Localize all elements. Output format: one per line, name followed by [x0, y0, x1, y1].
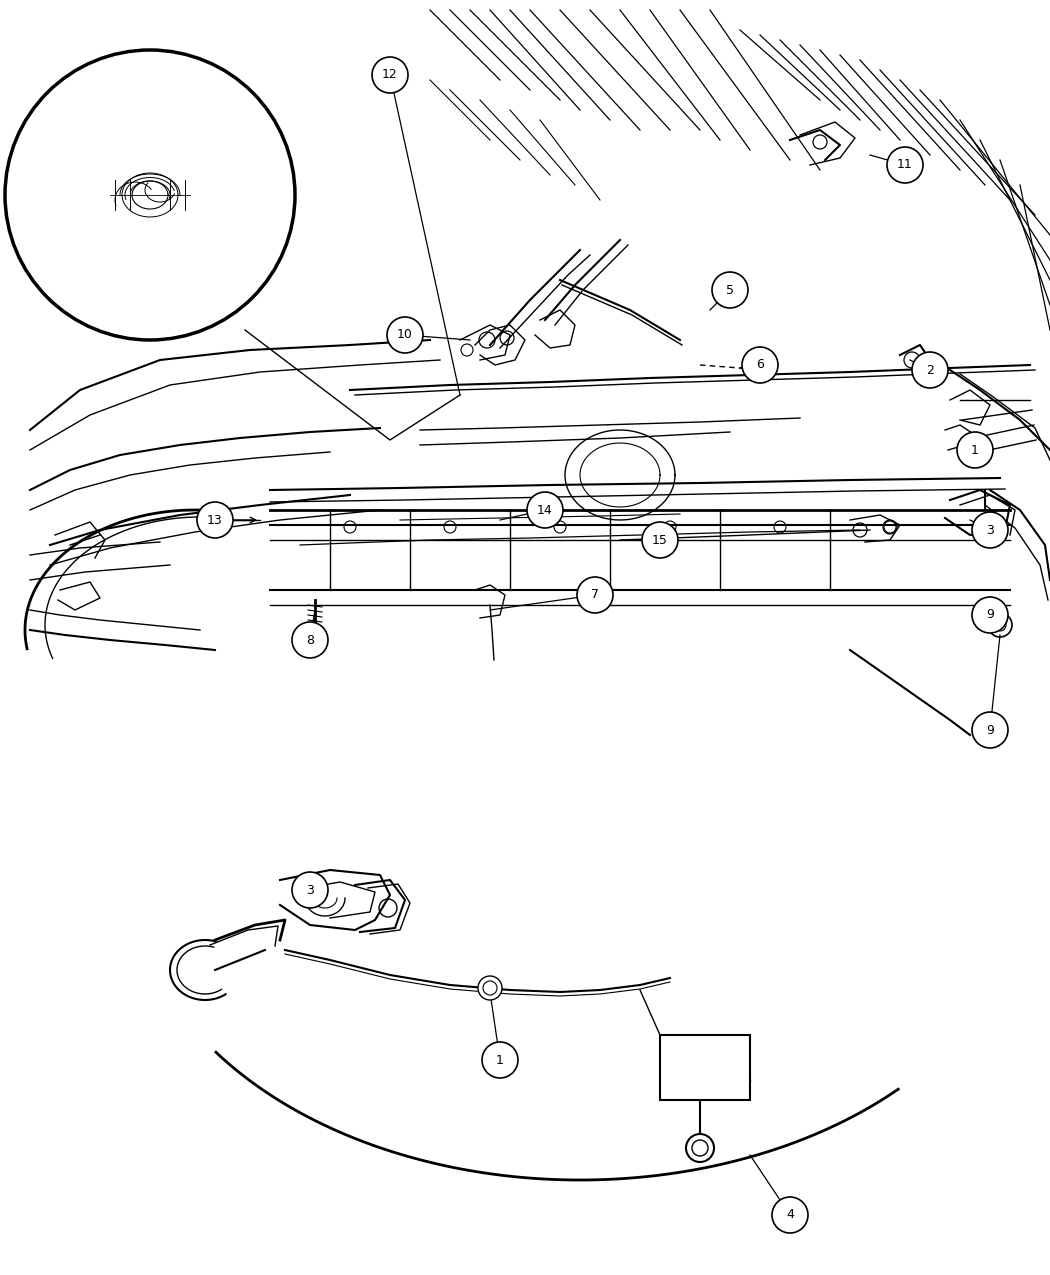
- Circle shape: [712, 272, 748, 309]
- Text: 12: 12: [382, 69, 398, 82]
- Circle shape: [5, 50, 295, 340]
- Text: 9: 9: [986, 608, 994, 621]
- Text: 10: 10: [397, 329, 413, 342]
- Circle shape: [478, 975, 502, 1000]
- Circle shape: [772, 1197, 808, 1233]
- Circle shape: [972, 513, 1008, 548]
- Circle shape: [292, 622, 328, 658]
- Circle shape: [372, 57, 408, 93]
- Text: 14: 14: [538, 504, 553, 516]
- Circle shape: [972, 711, 1008, 748]
- Text: 4: 4: [786, 1209, 794, 1221]
- Text: 7: 7: [591, 589, 598, 602]
- Text: 3: 3: [306, 884, 314, 896]
- Text: 15: 15: [652, 533, 668, 547]
- Circle shape: [957, 432, 993, 468]
- Circle shape: [912, 352, 948, 388]
- Text: 2: 2: [926, 363, 933, 376]
- Circle shape: [686, 1133, 714, 1162]
- FancyBboxPatch shape: [660, 1035, 750, 1100]
- Circle shape: [887, 147, 923, 184]
- Text: 13: 13: [207, 514, 223, 527]
- Circle shape: [292, 872, 328, 908]
- Circle shape: [387, 317, 423, 353]
- Circle shape: [482, 1042, 518, 1077]
- Text: 11: 11: [897, 158, 912, 172]
- Text: 5: 5: [726, 283, 734, 297]
- Circle shape: [742, 347, 778, 382]
- Circle shape: [197, 502, 233, 538]
- Text: 8: 8: [306, 634, 314, 646]
- Text: 3: 3: [986, 524, 994, 537]
- Circle shape: [972, 597, 1008, 632]
- Text: 1: 1: [496, 1053, 504, 1066]
- Circle shape: [578, 578, 613, 613]
- Text: 9: 9: [986, 723, 994, 737]
- Text: 1: 1: [971, 444, 979, 456]
- Text: 6: 6: [756, 358, 764, 371]
- Circle shape: [527, 492, 563, 528]
- Circle shape: [642, 521, 678, 558]
